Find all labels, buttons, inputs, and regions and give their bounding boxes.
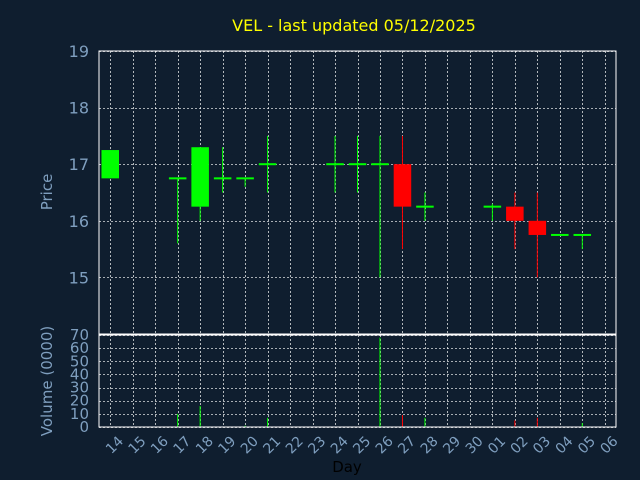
x-tick-label: 06	[598, 433, 622, 457]
candle-body	[483, 205, 502, 208]
volume-panel-frame	[98, 334, 617, 428]
candle	[551, 233, 569, 236]
candle	[213, 147, 232, 193]
candle-body	[191, 147, 209, 207]
volume-tick-label: 40	[70, 365, 89, 383]
price-tick-label: 15	[69, 268, 89, 287]
candle-body	[528, 220, 547, 235]
candle	[393, 135, 412, 250]
x-tick-label: 16	[148, 433, 172, 457]
x-tick-label: 22	[283, 433, 307, 457]
x-tick-label: 05	[575, 433, 599, 457]
candle-body	[573, 233, 592, 236]
volume-axis-label: Volume (0000)	[38, 326, 56, 436]
price-tick-label: 18	[69, 99, 89, 118]
x-axis-label: Day	[332, 458, 362, 476]
volume-tick-label: 70	[70, 326, 89, 344]
candle	[528, 192, 547, 278]
x-tick-label: 04	[553, 433, 577, 457]
candle	[483, 203, 502, 221]
candle-body	[371, 163, 389, 166]
candle	[258, 135, 277, 193]
x-tick-label: 27	[395, 433, 419, 457]
candle-body	[551, 233, 569, 236]
volume-tick-label: 60	[70, 339, 89, 357]
candle-body	[258, 163, 277, 166]
price-tick-label: 19	[69, 42, 89, 61]
price-y-ticks: 15 16 17 18 19	[69, 42, 89, 287]
candle-body	[168, 177, 187, 180]
x-tick-label: 03	[530, 433, 554, 457]
volume-tick-label: 30	[70, 379, 89, 397]
x-tick-label: 25	[350, 433, 374, 457]
x-tick-label: 20	[238, 433, 262, 457]
x-tick-label: 24	[328, 433, 352, 457]
candle	[191, 147, 209, 221]
volume-tick-label: 0	[79, 418, 89, 436]
candle	[416, 192, 434, 221]
candle	[101, 150, 120, 179]
candle-body	[348, 163, 367, 166]
volume-bars	[177, 337, 583, 427]
candle	[168, 177, 187, 244]
x-tick-label: 21	[260, 433, 284, 457]
candle-body	[236, 177, 254, 180]
candles	[101, 135, 592, 278]
price-axis-label: Price	[38, 174, 56, 211]
x-tick-label: 19	[215, 433, 239, 457]
x-tick-label: 26	[373, 433, 397, 457]
volume-tick-label: 20	[70, 392, 89, 410]
candle	[348, 135, 367, 193]
candle	[371, 135, 389, 278]
candle-body	[393, 164, 412, 207]
x-tick-label: 28	[418, 433, 442, 457]
x-tick-label: 30	[463, 433, 487, 457]
x-tick-label: 29	[440, 433, 464, 457]
x-tick-label: 15	[126, 433, 150, 457]
price-tick-label: 16	[69, 212, 89, 231]
candle-body	[506, 206, 524, 221]
x-tick-label: 14	[103, 433, 127, 457]
candle	[506, 192, 524, 250]
chart-title: VEL - last updated 05/12/2025	[232, 16, 476, 35]
x-tick-label: 01	[485, 433, 509, 457]
volume-grid	[99, 335, 616, 428]
x-tick-label: 17	[170, 433, 194, 457]
price-tick-label: 17	[69, 155, 89, 174]
x-tick-label: 02	[508, 433, 532, 457]
candle	[236, 177, 254, 187]
price-panel-frame	[98, 50, 617, 335]
candle	[573, 233, 592, 250]
x-ticks: 1415161718192021222324252627282930010203…	[103, 433, 621, 457]
candle-body	[213, 177, 232, 180]
candle	[326, 135, 344, 193]
candle-body	[416, 205, 434, 208]
candle-body	[326, 163, 344, 166]
volume-tick-label: 10	[70, 405, 89, 423]
x-tick-label: 23	[305, 433, 329, 457]
x-tick-label: 18	[193, 433, 217, 457]
volume-tick-label: 50	[70, 352, 89, 370]
candle-body	[101, 150, 120, 179]
